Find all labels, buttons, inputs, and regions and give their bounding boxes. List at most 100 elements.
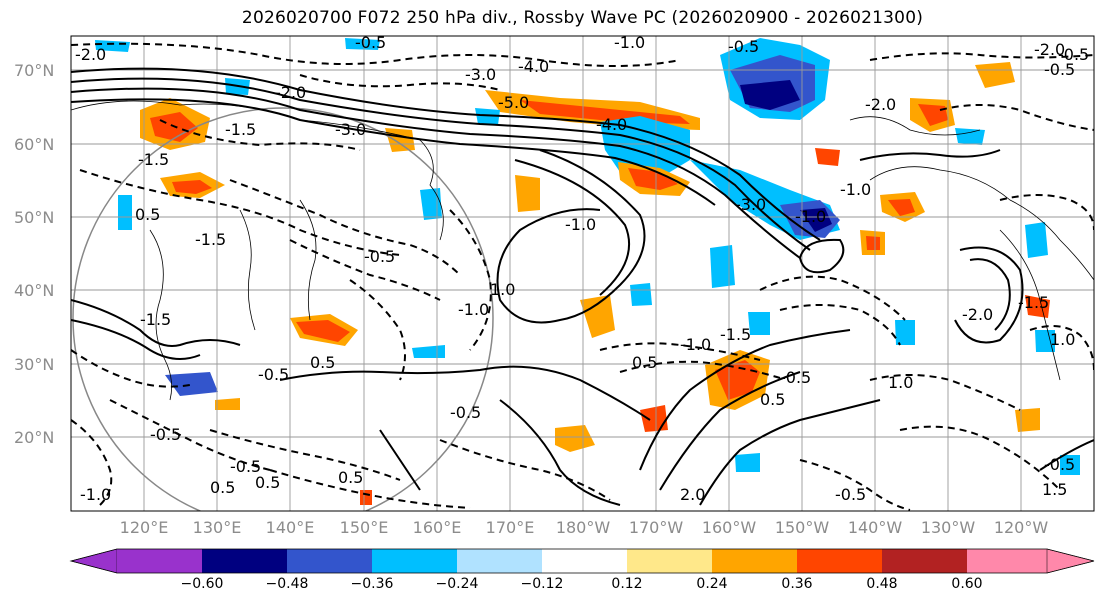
- colorbar-arrow-right: [1046, 548, 1095, 574]
- contour-label: -1.0: [680, 335, 711, 354]
- contour-label: -0.5: [835, 485, 866, 504]
- colorbar-tick-label: 0.36: [781, 576, 813, 592]
- contour-label: -4.0: [596, 115, 627, 134]
- colorbar-tick-label: 0.48: [866, 576, 898, 592]
- contour-label: -2.0: [1034, 40, 1065, 59]
- coastlines: [71, 100, 1094, 401]
- colorbar-segment: [542, 549, 627, 573]
- contour-label: -1.5: [195, 230, 226, 249]
- contour-label: -3.0: [465, 65, 496, 84]
- divergence-shading: [95, 38, 1080, 505]
- contour-label: -1.5: [225, 120, 256, 139]
- contour-label: -4.0: [518, 57, 549, 76]
- colorbar-tick-label: 0.12: [611, 576, 643, 592]
- lon-label: 170°E: [485, 518, 535, 537]
- lon-label: 120°W: [993, 518, 1049, 537]
- colorbar-segment: [202, 549, 287, 573]
- map-title: 2026020700 F072 250 hPa div., Rossby Wav…: [241, 8, 924, 28]
- rossby-wave-circle: [72, 107, 494, 511]
- colorbar: [69, 548, 1095, 574]
- contour-label: -0.5: [258, 365, 289, 384]
- colorbar-arrow-left: [70, 548, 118, 574]
- contour-label: -1.0: [458, 300, 489, 319]
- lon-label: 150°E: [339, 518, 389, 537]
- contour-label: -1.0: [840, 180, 871, 199]
- contour-label: -1.5: [1018, 293, 1049, 312]
- contour-label: -3.0: [735, 195, 766, 214]
- dashed-contours: [71, 42, 1094, 511]
- lon-label: 130°E: [192, 518, 242, 537]
- contour-label: 1.0: [888, 373, 913, 392]
- contour-label: -1.0: [795, 207, 826, 226]
- lat-label: 60°N: [14, 135, 55, 154]
- contour-label: -0.5: [728, 37, 759, 56]
- contour-label: 0.5: [210, 478, 235, 497]
- gridlines: [71, 36, 1094, 511]
- contour-label: 0.5: [255, 473, 280, 492]
- contour-label: -0.5: [1044, 60, 1075, 79]
- contour-label: -2.0: [865, 95, 896, 114]
- lat-label: 20°N: [14, 428, 55, 447]
- contour-label: 0.5: [338, 468, 363, 487]
- colorbar-tick-label: −0.12: [520, 576, 564, 592]
- contour-label: -1.5: [138, 150, 169, 169]
- colorbar-segment: [797, 549, 882, 573]
- contour-label: 1.5: [1042, 480, 1067, 499]
- solid-contours: [71, 67, 1094, 506]
- contour-label: -0.5: [150, 425, 181, 444]
- contour-label: -0.5: [364, 247, 395, 266]
- contour-label: -5.0: [498, 93, 529, 112]
- contour-label: -1.5: [720, 325, 751, 344]
- contour-label: 2.0: [680, 485, 705, 504]
- contour-label: -1.5: [140, 310, 171, 329]
- contour-label: -0.5: [780, 368, 811, 387]
- colorbar-tick-label: −0.24: [435, 576, 479, 592]
- contour-label: -0.5: [355, 33, 386, 52]
- colorbar-tick-label: 0.60: [951, 576, 983, 592]
- lon-label: 180°W: [555, 518, 611, 537]
- lon-label: 160°W: [701, 518, 757, 537]
- contour-label: -3.0: [335, 120, 366, 139]
- contour-label: 0.5: [760, 390, 785, 409]
- map-plot-area: -3.0 -4.0 -5.0 -0.5 -1.0 -1.5 -2.0 -0.5 …: [71, 33, 1094, 511]
- contour-label: -2.0: [275, 83, 306, 102]
- colorbar-segment: [882, 549, 967, 573]
- contour-label: 1.0: [1050, 330, 1075, 349]
- contour-label: -1.0: [614, 33, 645, 52]
- contour-label: -1.0: [565, 215, 596, 234]
- colorbar-tick-label: −0.36: [350, 576, 394, 592]
- colorbar-segment: [627, 549, 712, 573]
- contour-label: -0.5: [230, 457, 261, 476]
- colorbar-segment: [712, 549, 797, 573]
- colorbar-tick-label: 0.24: [696, 576, 728, 592]
- contour-label: 0.5: [135, 205, 160, 224]
- contour-label: -2.0: [75, 45, 106, 64]
- lat-label: 40°N: [14, 281, 55, 300]
- contour-label: 0.5: [632, 353, 657, 372]
- lat-label: 70°N: [14, 61, 55, 80]
- contour-label: 1.0: [490, 280, 515, 299]
- contour-label: -0.5: [1058, 45, 1089, 64]
- lon-label: 130°W: [920, 518, 976, 537]
- colorbar-tick-label: −0.60: [180, 576, 224, 592]
- colorbar-segment: [967, 549, 1047, 573]
- colorbar-segment: [117, 549, 202, 573]
- contour-label: -0.5: [450, 403, 481, 422]
- contour-labels: -3.0 -4.0 -5.0 -0.5 -1.0 -1.5 -2.0 -0.5 …: [75, 33, 1089, 504]
- map-frame: [70, 35, 1095, 512]
- colorbar-segment: [287, 549, 372, 573]
- lon-label: 120°E: [119, 518, 169, 537]
- contour-label: -1.0: [80, 485, 111, 504]
- contour-label: -2.0: [962, 305, 993, 324]
- contour-label: -0.5: [1044, 455, 1075, 474]
- lat-label: 50°N: [14, 208, 55, 227]
- colorbar-segment: [372, 549, 457, 573]
- lon-label: 150°W: [774, 518, 830, 537]
- lon-label: 140°E: [265, 518, 315, 537]
- contour-label: 0.5: [310, 353, 335, 372]
- lon-label: 140°W: [847, 518, 903, 537]
- lat-label: 30°N: [14, 355, 55, 374]
- colorbar-tick-label: −0.48: [265, 576, 309, 592]
- colorbar-segment: [457, 549, 542, 573]
